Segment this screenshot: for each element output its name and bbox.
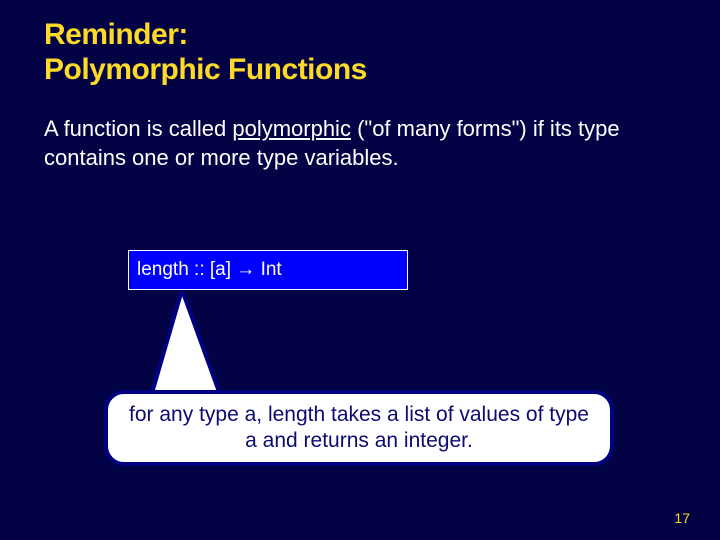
page-number: 17 — [674, 510, 690, 526]
code-text: length :: [a] → Int — [137, 259, 282, 281]
title-line-2: Polymorphic Functions — [44, 53, 367, 86]
body-pre: A function is called — [44, 116, 232, 141]
callout-box: for any type a, length takes a list of v… — [104, 390, 614, 466]
title-line-1: Reminder: — [44, 18, 188, 51]
body-underlined: polymorphic — [232, 116, 351, 141]
body-paragraph: A function is called polymorphic ("of ma… — [0, 87, 720, 172]
code-box: length :: [a] → Int — [128, 250, 408, 290]
slide-title: Reminder: Polymorphic Functions — [0, 0, 720, 87]
callout-pointer — [150, 290, 250, 400]
callout-text: for any type a, length takes a list of v… — [124, 402, 594, 455]
